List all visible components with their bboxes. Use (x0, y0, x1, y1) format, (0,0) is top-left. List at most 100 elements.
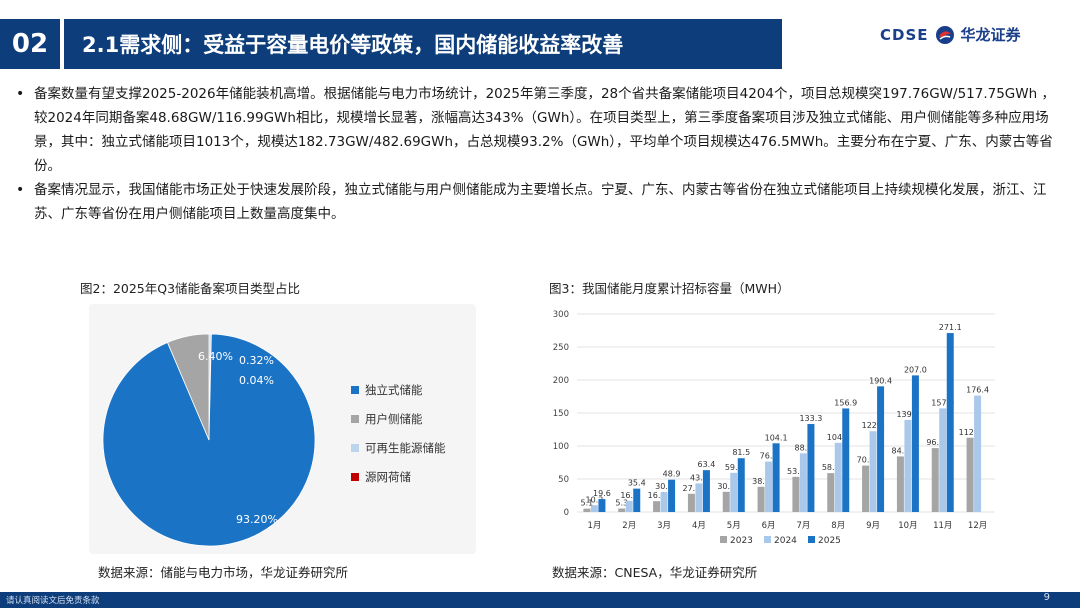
x-tick-label: 5月 (727, 521, 741, 531)
bar-2024 (939, 408, 947, 512)
pie-value-label: 6.40% (198, 350, 233, 363)
figure2-source: 数据来源：储能与电力市场，华龙证券研究所 (98, 565, 349, 580)
bar-data-label: 112.5 (959, 428, 982, 437)
pie-chart-panel: 93.20% 6.40% 0.32% 0.04% 独立式储能用户侧储能可再生能源储能源… (89, 304, 476, 554)
bar-data-label: 139.5 (896, 410, 919, 419)
bar-2025 (598, 499, 606, 512)
page-title: 2.1需求侧：受益于容量电价等政策，国内储能收益率改善 (64, 19, 782, 69)
legend-label: 可再生能源储能 (365, 441, 446, 455)
bar-data-label: 271.1 (939, 323, 962, 332)
bar-data-label: 96.8 (926, 438, 944, 447)
y-tick-label: 50 (558, 475, 569, 485)
legend-swatch (764, 536, 771, 543)
x-tick-label: 11月 (933, 521, 952, 531)
bar-2025 (668, 479, 676, 512)
company-logo: CDSE 华龙证券 (880, 24, 1021, 45)
bar-2024 (730, 472, 738, 512)
bar-2025 (772, 443, 780, 512)
logo-cn: 华龙证券 (960, 26, 1021, 44)
bullet-item: 备案情况显示，我国储能市场正处于快速发展阶段，独立式储能与用户侧储能成为主要增长… (12, 178, 1068, 226)
y-tick-label: 200 (553, 376, 569, 386)
pie-value-label: 0.32% (239, 354, 274, 367)
bar-2024 (765, 461, 773, 512)
slide-number: 02 (0, 19, 60, 69)
bar-data-label: 58.9 (822, 463, 840, 472)
x-tick-label: 3月 (657, 521, 671, 531)
legend-swatch (720, 536, 727, 543)
x-tick-label: 8月 (831, 521, 845, 531)
bar-data-label: 81.5 (732, 448, 750, 457)
bar-2024 (660, 492, 668, 512)
bar-data-label: 16.4 (648, 491, 666, 500)
bar-data-label: 88.9 (795, 443, 813, 452)
bar-2024 (974, 395, 982, 512)
y-tick-label: 250 (553, 343, 569, 353)
logo-mark-icon (935, 25, 954, 44)
pie-legend: 独立式储能用户侧储能可再生能源储能 源网荷储 (351, 382, 446, 498)
pie-legend-item: 源网荷储 (351, 469, 446, 485)
bar-2024 (904, 419, 912, 512)
bar-2024 (625, 500, 633, 512)
bar-2023 (931, 448, 939, 512)
pie-legend-item: 独立式储能 (351, 382, 446, 398)
bar-2023 (687, 493, 695, 512)
bar-2023 (862, 465, 870, 512)
bar-2024 (869, 431, 877, 512)
bar-data-label: 30.6 (717, 482, 735, 491)
x-tick-label: 12月 (968, 521, 987, 531)
bar-data-label: 104.8 (827, 433, 850, 442)
pie-value-label: 93.20% (236, 513, 278, 526)
legend-label: 2023 (730, 536, 753, 546)
figure2-title: 图2：2025年Q3储能备案项目类型占比 (80, 281, 301, 296)
legend-label: 用户侧储能 (365, 412, 423, 426)
pie-value-label: 0.04% (239, 374, 274, 387)
bar-2023 (583, 508, 591, 512)
bar-2023 (792, 476, 800, 512)
legend-swatch (351, 473, 359, 481)
bar-data-label: 63.4 (698, 460, 716, 469)
pie-chart: 93.20% 6.40% 0.32% 0.04% (102, 333, 316, 547)
bar-2025 (633, 488, 641, 512)
bar-data-label: 53.3 (787, 467, 805, 476)
bar-data-label: 27.6 (683, 484, 701, 493)
bar-data-label: 70.3 (857, 456, 875, 465)
bar-data-label: 38.2 (752, 477, 770, 486)
bar-data-label: 133.3 (799, 414, 822, 423)
y-tick-label: 150 (553, 409, 569, 419)
bar-2024 (695, 483, 703, 512)
bar-2025 (911, 375, 919, 512)
x-tick-label: 6月 (762, 521, 776, 531)
legend-swatch (808, 536, 815, 543)
footer-disclaimer: 请认真阅读文后免责条款 (6, 596, 100, 606)
bar-data-label: 157.0 (931, 398, 954, 407)
x-tick-label: 1月 (587, 521, 601, 531)
bar-data-label: 35.4 (628, 479, 646, 488)
bar-data-label: 176.4 (966, 386, 989, 395)
bullet-list: 备案数量有望支撑2025-2026年储能装机高增。根据储能与电力市场统计，202… (12, 82, 1068, 226)
bar-2024 (799, 453, 807, 512)
bar-data-label: 5.3 (615, 499, 628, 508)
bar-2025 (702, 470, 710, 512)
bar-data-label: 207.0 (904, 365, 927, 374)
y-tick-label: 0 (564, 508, 569, 518)
bar-data-label: 19.6 (593, 489, 611, 498)
x-tick-label: 4月 (692, 521, 706, 531)
x-tick-label: 7月 (796, 521, 810, 531)
x-tick-label: 9月 (866, 521, 880, 531)
bar-data-label: 84.2 (892, 446, 910, 455)
bar-2023 (827, 473, 835, 512)
bar-2023 (722, 491, 730, 512)
bar-data-label: 59.3 (725, 463, 743, 472)
bar-data-label: 5.1 (581, 499, 594, 508)
legend-label: 源网荷储 (365, 470, 411, 484)
bar-2023 (966, 437, 974, 512)
x-tick-label: 2月 (622, 521, 636, 531)
bar-2024 (590, 505, 598, 512)
legend-label: 2024 (774, 536, 797, 546)
bar-data-label: 156.9 (834, 398, 857, 407)
legend-label: 独立式储能 (365, 383, 423, 397)
bar-2025 (842, 408, 850, 512)
bar-chart: 0 50 100 150 200 250 300 1月 5.110.219.6 2月 5.316.9… (553, 310, 995, 546)
logo-en: CDSE (880, 25, 929, 44)
y-tick-label: 300 (553, 310, 569, 320)
